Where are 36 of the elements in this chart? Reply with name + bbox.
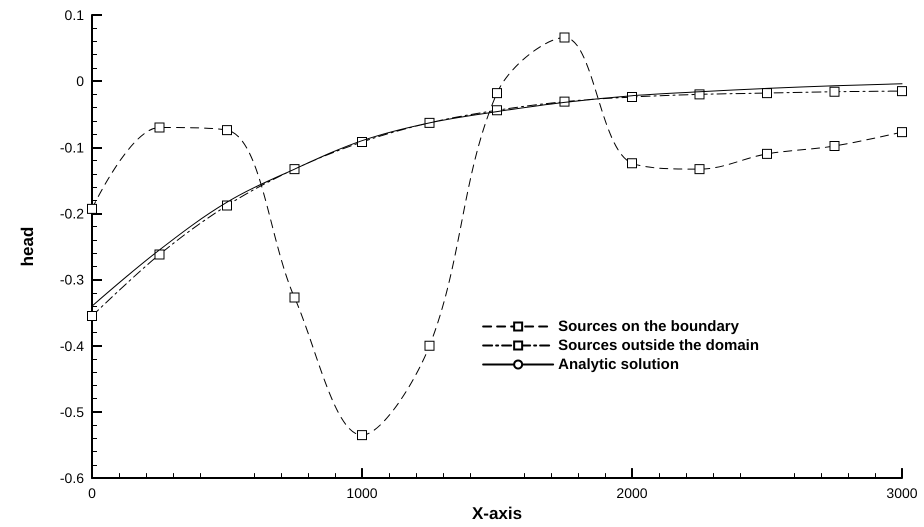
point: [290, 292, 300, 302]
point: [492, 88, 502, 98]
legend-label: Sources on the boundary: [558, 318, 740, 335]
x-axis-title: X-axis: [472, 504, 522, 523]
point: [830, 86, 840, 97]
point: [87, 311, 97, 322]
point: [762, 88, 772, 98]
y-tick-label: 0: [76, 73, 84, 90]
point: [627, 158, 637, 168]
y-tick-label: -0.6: [60, 470, 84, 486]
y-axis-title: head: [18, 226, 37, 266]
y-tick-label: -0.3: [60, 272, 84, 288]
x-tick-label: 1000: [346, 485, 378, 502]
point: [154, 249, 164, 260]
point: [897, 127, 907, 138]
point: [830, 140, 840, 151]
y-tick-label: -0.1: [60, 139, 84, 156]
point: [560, 32, 570, 42]
point: [154, 122, 164, 132]
y-tick-label: -0.5: [60, 404, 84, 420]
point: [87, 204, 97, 214]
legend-label: Analytic solution: [558, 356, 679, 373]
point: [222, 125, 232, 136]
y-tick-label: 0.1: [64, 7, 84, 23]
point: [897, 86, 907, 96]
legend-label: Sources outside the domain: [558, 337, 760, 354]
x-tick-label: 2000: [616, 485, 648, 502]
y-tick-label: -0.2: [60, 205, 84, 222]
x-tick-label: 0: [88, 485, 96, 502]
point: [424, 340, 434, 351]
y-tick-label: -0.4: [60, 338, 84, 354]
point: [357, 430, 367, 440]
point: [762, 148, 772, 159]
point: [222, 200, 232, 211]
x-tick-label: 3000: [886, 485, 918, 502]
point: [694, 164, 704, 174]
